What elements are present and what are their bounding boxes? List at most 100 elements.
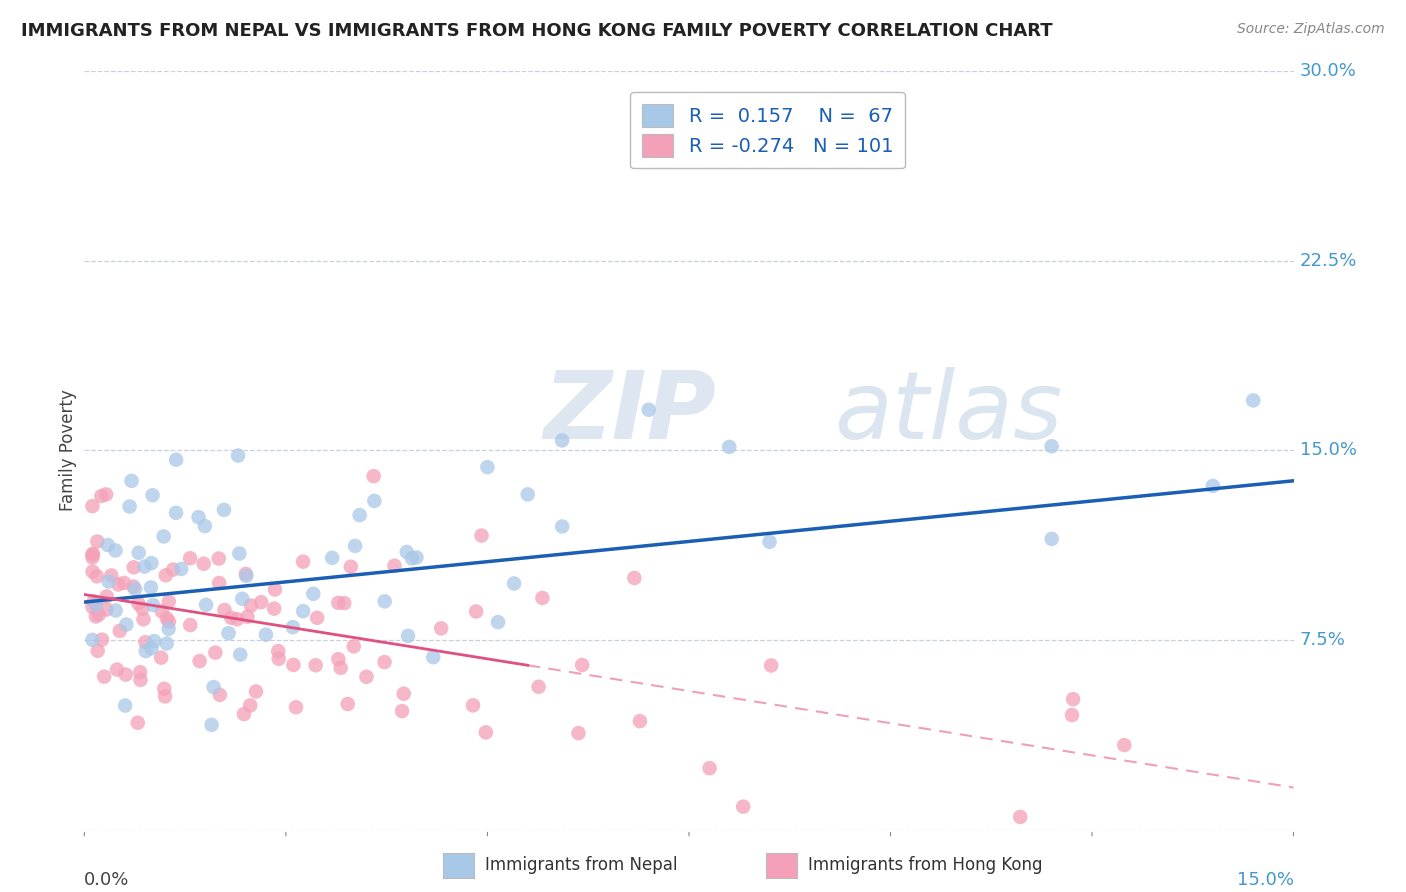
Point [208,688,231,702]
Point [204,646,226,660]
Text: IMMIGRANTS FROM NEPAL VS IMMIGRANTS FROM HONG KONG FAMILY POVERTY CORRELATION CH: IMMIGRANTS FROM NEPAL VS IMMIGRANTS FROM… [21,22,1053,40]
Point [328,652,350,666]
Point [208,551,231,566]
Point [263,601,285,615]
Point [82,599,104,614]
Point [349,508,371,523]
Point [340,559,363,574]
Point [571,658,593,673]
Point [107,577,129,591]
Point [1062,692,1084,706]
Point [195,598,218,612]
Point [114,698,136,713]
Point [384,558,406,573]
Point [363,469,385,483]
Point [236,609,259,624]
Point [281,620,304,634]
Point [82,548,104,562]
Point [139,580,162,594]
Point [90,632,112,647]
Point [1241,393,1264,408]
Point [228,547,250,561]
Point [356,670,378,684]
Point [250,595,273,609]
Point [405,550,427,565]
Point [150,604,173,618]
Point [264,582,287,597]
Point [83,594,105,608]
Point [395,545,418,559]
Text: 7.5%: 7.5% [1299,631,1346,649]
Point [90,489,112,503]
Point [551,434,574,448]
Point [396,629,419,643]
Point [475,725,498,739]
Point [157,615,180,629]
Point [165,506,187,520]
Point [104,543,127,558]
Point [202,680,225,694]
Point [124,582,146,596]
Point [374,655,396,669]
Point [527,680,550,694]
Point [254,627,277,641]
Point [343,640,366,654]
Point [363,494,385,508]
Point [121,474,143,488]
Point [503,576,526,591]
Point [200,718,222,732]
Point [1040,439,1063,453]
Point [115,617,138,632]
Point [465,605,488,619]
Point [219,611,242,625]
Point [758,534,780,549]
Point [304,658,326,673]
Point [156,611,179,625]
Point [229,648,252,662]
Point [108,624,131,638]
Text: 15.0%: 15.0% [1236,871,1294,889]
Text: 0.0%: 0.0% [84,871,129,889]
Point [143,634,166,648]
Point [1040,532,1063,546]
Point [718,440,741,454]
Point [82,565,104,579]
Point [94,487,117,501]
Point [759,658,782,673]
Point [302,587,325,601]
Point [879,115,901,129]
Point [86,644,108,658]
Text: Immigrants from Hong Kong: Immigrants from Hong Kong [808,856,1043,874]
Point [235,566,257,581]
Text: Source: ZipAtlas.com: Source: ZipAtlas.com [1237,22,1385,37]
Point [329,661,352,675]
Point [105,663,128,677]
Point [188,654,211,668]
Point [134,559,156,574]
Point [214,603,236,617]
Point [374,594,396,608]
Point [104,603,127,617]
Point [82,550,104,565]
Point [245,684,267,698]
Point [292,555,315,569]
Point [267,652,290,666]
Point [162,563,184,577]
Point [96,590,118,604]
Point [233,707,256,722]
Point [152,529,174,543]
Point [131,601,153,615]
Legend: R =  0.157    N =  67, R = -0.274   N = 101: R = 0.157 N = 67, R = -0.274 N = 101 [630,93,905,169]
Point [333,596,356,610]
Point [430,621,453,635]
Point [336,697,359,711]
Point [193,557,215,571]
Point [118,500,141,514]
Point [170,562,193,576]
Point [477,460,499,475]
Point [531,591,554,605]
Point [344,539,367,553]
Point [97,538,120,552]
Point [132,612,155,626]
Point [157,594,180,608]
